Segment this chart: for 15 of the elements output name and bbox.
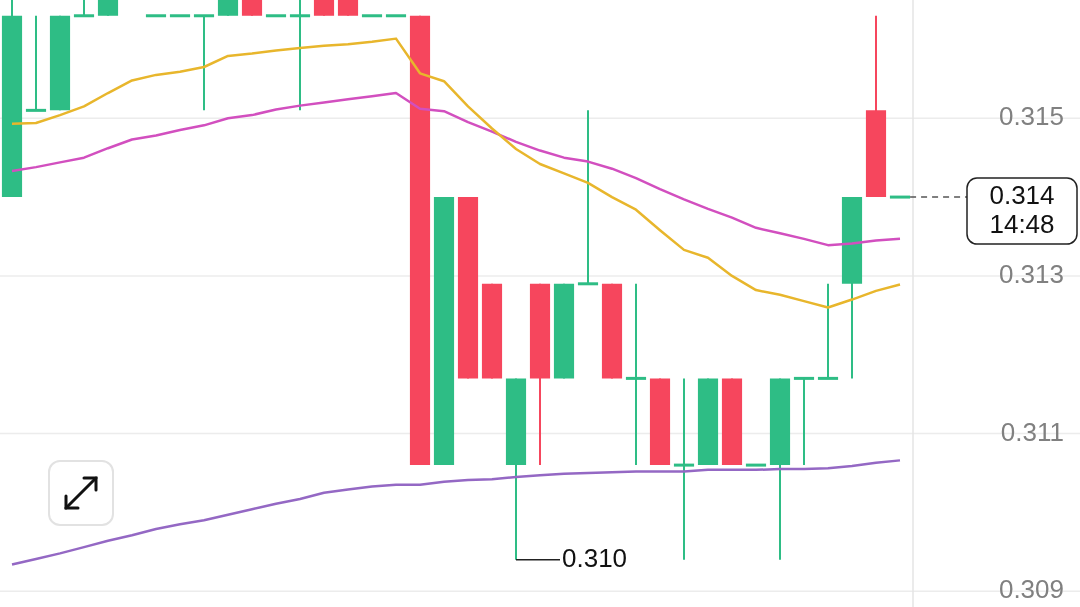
candlestick <box>577 109 599 286</box>
candlestick <box>289 0 311 112</box>
y-tick-label: 0.309 <box>998 574 1064 605</box>
candlestick <box>625 282 647 467</box>
candlestick <box>793 376 815 467</box>
candlestick <box>73 0 95 18</box>
candlestick <box>673 377 695 561</box>
annotation: 0.310 <box>562 542 628 573</box>
y-tick-label: 0.311 <box>1000 416 1064 447</box>
candlestick <box>193 14 215 112</box>
y-tick-label: 0.313 <box>998 259 1064 290</box>
y-tick-label: 0.315 <box>998 101 1064 132</box>
candlestick <box>25 14 47 112</box>
candlestick <box>817 282 839 380</box>
ref-line-label: 0.314 14:48 <box>989 179 1055 239</box>
